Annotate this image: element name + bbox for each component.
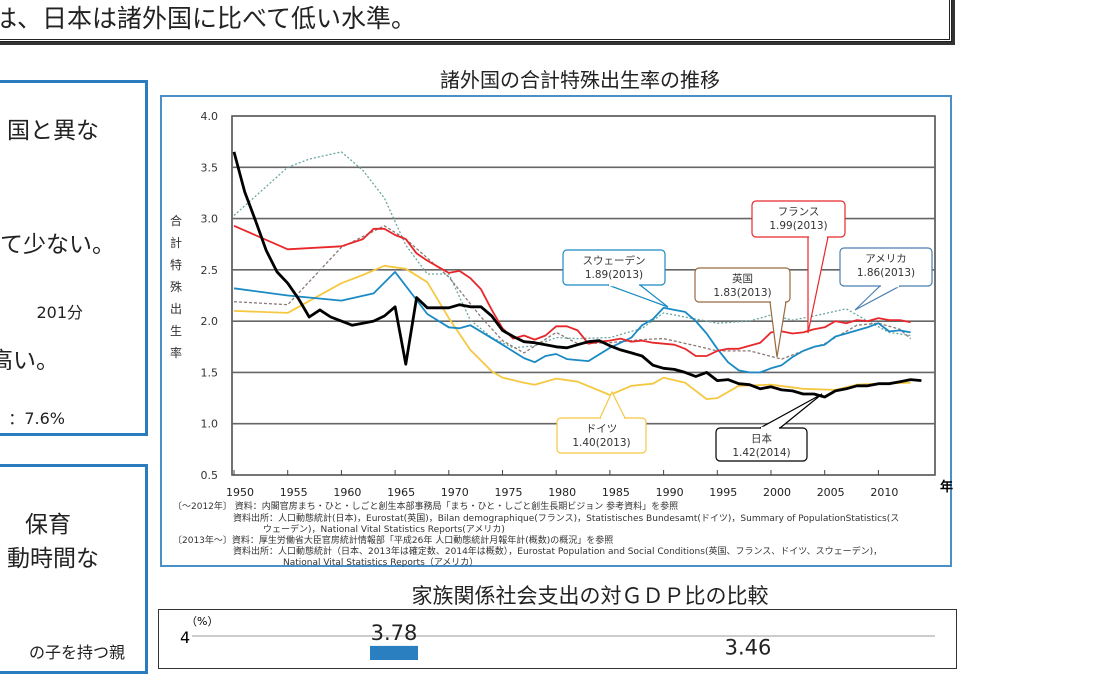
callout-japan: 日本 1.42(2014)	[715, 393, 823, 462]
y-tick-label: 1.0	[201, 418, 219, 431]
y-tick-label: 3.0	[201, 213, 219, 226]
x-tick-label: 1995	[709, 486, 737, 499]
x-tick-label: 1965	[387, 486, 415, 499]
fertility-line-chart: 0.5 1.0 1.5 2.0 2.5 3.0 3.5 4.0 1950 1955 1960 1965…	[170, 110, 953, 499]
y-axis-label-char: 殊	[170, 279, 182, 294]
bar-value-label: 3.78	[371, 621, 418, 645]
y-axis-label-char: 生	[170, 324, 182, 338]
bar-chart-frame	[158, 609, 957, 669]
callout-value: 1.86(2013)	[857, 267, 915, 279]
x-tick-label: 2000	[763, 486, 791, 499]
source-line: National Vital Statistics Reports（アメリカ）	[283, 558, 479, 568]
y-axis-label: 合計特殊出生率	[170, 213, 182, 360]
x-tick-label: 1970	[441, 486, 469, 499]
y-tick-label: 1.5	[201, 366, 219, 379]
y-axis-label-char: 計	[170, 235, 182, 250]
panel1-line5: ：7.6%	[8, 409, 65, 428]
info-panel-2: 保育 動時間な の子を持つ親	[0, 464, 148, 674]
x-tick-label: 1960	[333, 486, 361, 499]
callout-name: アメリカ	[865, 253, 906, 265]
y-tick-label: 3.5	[201, 161, 219, 174]
callout-germany: ドイツ 1.40(2013)	[556, 390, 647, 454]
y-tick-label: 2.5	[201, 264, 219, 277]
gdp-bar-chart: 4 （%） 3.782.853.46	[180, 615, 935, 660]
callout-value: 1.99(2013)	[769, 220, 827, 232]
callout-name: 英国	[732, 272, 753, 285]
panel1-line1: 国と異な	[7, 118, 99, 144]
bar	[370, 645, 418, 660]
y-axis-label-char: 率	[170, 345, 182, 360]
panel1-line4: 高い。	[0, 348, 59, 374]
x-tick-label: 1990	[656, 486, 684, 499]
callout-value: 1.89(2013)	[585, 269, 643, 281]
source-line: 資料出所：人口動態統計(日本)，Eurostat(英国)，Bilan demog…	[233, 514, 900, 524]
y-axis-label-char: 出	[170, 302, 182, 316]
callout-usa: アメリカ 1.86(2013)	[839, 247, 933, 311]
callout-name: ドイツ	[586, 423, 618, 435]
x-tick-label: 2010	[870, 486, 898, 499]
x-tick-label: 1975	[495, 486, 523, 499]
headline-text: は、日本は諸外国に比べて低い水準。	[0, 4, 417, 33]
y-tick-label: 0.5	[201, 469, 219, 482]
y-axis-label-char: 合	[170, 213, 182, 228]
y-tick-label: 2.0	[201, 315, 219, 328]
y-unit: （%）	[186, 615, 218, 628]
source-line: 〔～2012年〕 資料：内閣官房まち・ひと・しごと創生本部事務局「まち・ひと・し…	[173, 502, 679, 512]
y-tick-label: 4.0	[201, 110, 219, 123]
chart-title: 諸外国の合計特殊出生率の推移	[440, 68, 720, 92]
source-line: 資料出所：人口動態統計（日本、2013年は確定数、2014年は概数），Euros…	[233, 547, 883, 557]
x-tick-label: 1980	[548, 486, 576, 499]
panel1-line3: 201分	[36, 303, 83, 322]
x-tick-label: 1955	[280, 486, 308, 499]
panel2-line1: 保育	[25, 512, 71, 538]
bar-value-label: 3.46	[725, 635, 772, 659]
chart-frame	[160, 95, 952, 567]
x-tick-label: 1985	[602, 486, 630, 499]
x-tick-label: 2005	[817, 486, 845, 499]
info-panel-1: 国と異な て少ない。 201分 高い。 ：7.6%	[0, 80, 148, 436]
series-line-germany	[233, 264, 911, 400]
callout-value: 1.42(2014)	[732, 447, 790, 459]
source-line: 〔2013年～〕資料：厚生労働省大臣官房統計情報部「平成26年 人口動態統計月報…	[173, 536, 614, 546]
series-line-sweden	[233, 271, 911, 374]
x-axis-unit: 年	[940, 479, 953, 495]
y-tick-label: 4	[180, 628, 190, 647]
callout-name: フランス	[778, 206, 820, 218]
x-tick-label: 1950	[226, 486, 254, 499]
panel1-line2: て少ない。	[0, 232, 115, 258]
callout-france: フランス 1.99(2013)	[751, 200, 846, 334]
panel2-line2: 動時間な	[7, 546, 99, 572]
callout-value: 1.83(2013)	[713, 287, 771, 299]
callout-value: 1.40(2013)	[572, 437, 630, 449]
series-line-france	[233, 224, 911, 357]
callout-sweden: スウェーデン 1.89(2013)	[562, 249, 669, 308]
y-axis-label-char: 特	[170, 257, 182, 272]
panel2-line3: の子を持つ親	[28, 643, 125, 662]
bar-chart-title: 家族関係社会支出の対ＧＤＰ比の比較	[411, 584, 769, 608]
headline-box: は、日本は諸外国に比べて低い水準。	[0, 0, 952, 42]
callout-uk: 英国 1.83(2013)	[694, 267, 791, 358]
callout-name: 日本	[751, 432, 772, 445]
series-line-japan	[232, 151, 922, 399]
callout-name: スウェーデン	[583, 254, 646, 267]
source-line: ウェーデン)，National Vital Statistics Reports…	[263, 525, 505, 535]
